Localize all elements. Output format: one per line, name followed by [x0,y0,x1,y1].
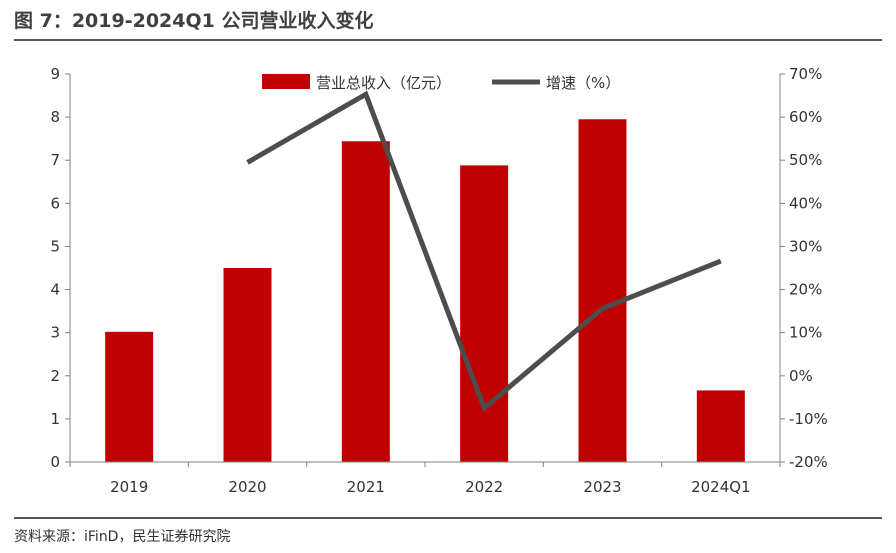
legend-label-revenue: 营业总收入（亿元） [316,74,451,92]
y-right-tick-label: 40% [789,194,822,212]
y-right-tick-label: 70% [789,65,822,83]
y-left-tick-label: 7 [50,151,60,169]
bar-2024Q1 [696,390,745,462]
x-tick-label: 2021 [347,478,385,496]
y-left-tick-label: 5 [50,237,60,255]
y-left-tick-label: 8 [50,108,60,126]
y-left-tick-label: 4 [50,281,60,299]
x-tick-label: 2022 [465,478,503,496]
footer-divider [14,517,882,519]
bar-2022 [460,165,509,462]
legend-label-growth: 增速（%） [546,74,620,92]
bar-2019 [105,331,154,462]
y-right-tick-label: -10% [789,410,828,428]
y-left-tick-label: 1 [50,410,60,428]
y-right-tick-label: 10% [789,324,822,342]
y-left-tick-label: 0 [50,453,60,471]
x-tick-label: 2019 [110,478,148,496]
y-right-tick-label: -20% [789,453,828,471]
x-tick-label: 2023 [583,478,621,496]
y-left-tick-label: 6 [50,194,60,212]
bar-2021 [341,141,390,462]
y-right-tick-label: 20% [789,281,822,299]
y-left-tick-label: 9 [50,65,60,83]
revenue-chart: 0 1 2 3 4 5 6 7 8 9 -20% -10% 0% 10% 20% 30% 40% 50% 60% 70… [50,65,828,496]
y-right-tick-label: 60% [789,108,822,126]
legend-swatch-revenue [262,74,310,89]
y-right-tick-label: 50% [789,151,822,169]
bar-2020 [223,268,272,462]
x-tick-label: 2024Q1 [691,478,751,496]
title-divider [14,39,882,41]
y-left-tick-label: 2 [50,367,60,385]
x-tick-label: 2020 [228,478,266,496]
y-left-tick-label: 3 [50,324,60,342]
y-right-tick-label: 0% [789,367,813,385]
page-title: 图 7：2019-2024Q1 公司营业收入变化 [14,10,374,32]
y-right-tick-label: 30% [789,237,822,255]
growth-line [246,90,722,413]
bar-2023 [578,119,627,463]
source-note: 资料来源：iFinD，民生证券研究院 [14,529,231,545]
